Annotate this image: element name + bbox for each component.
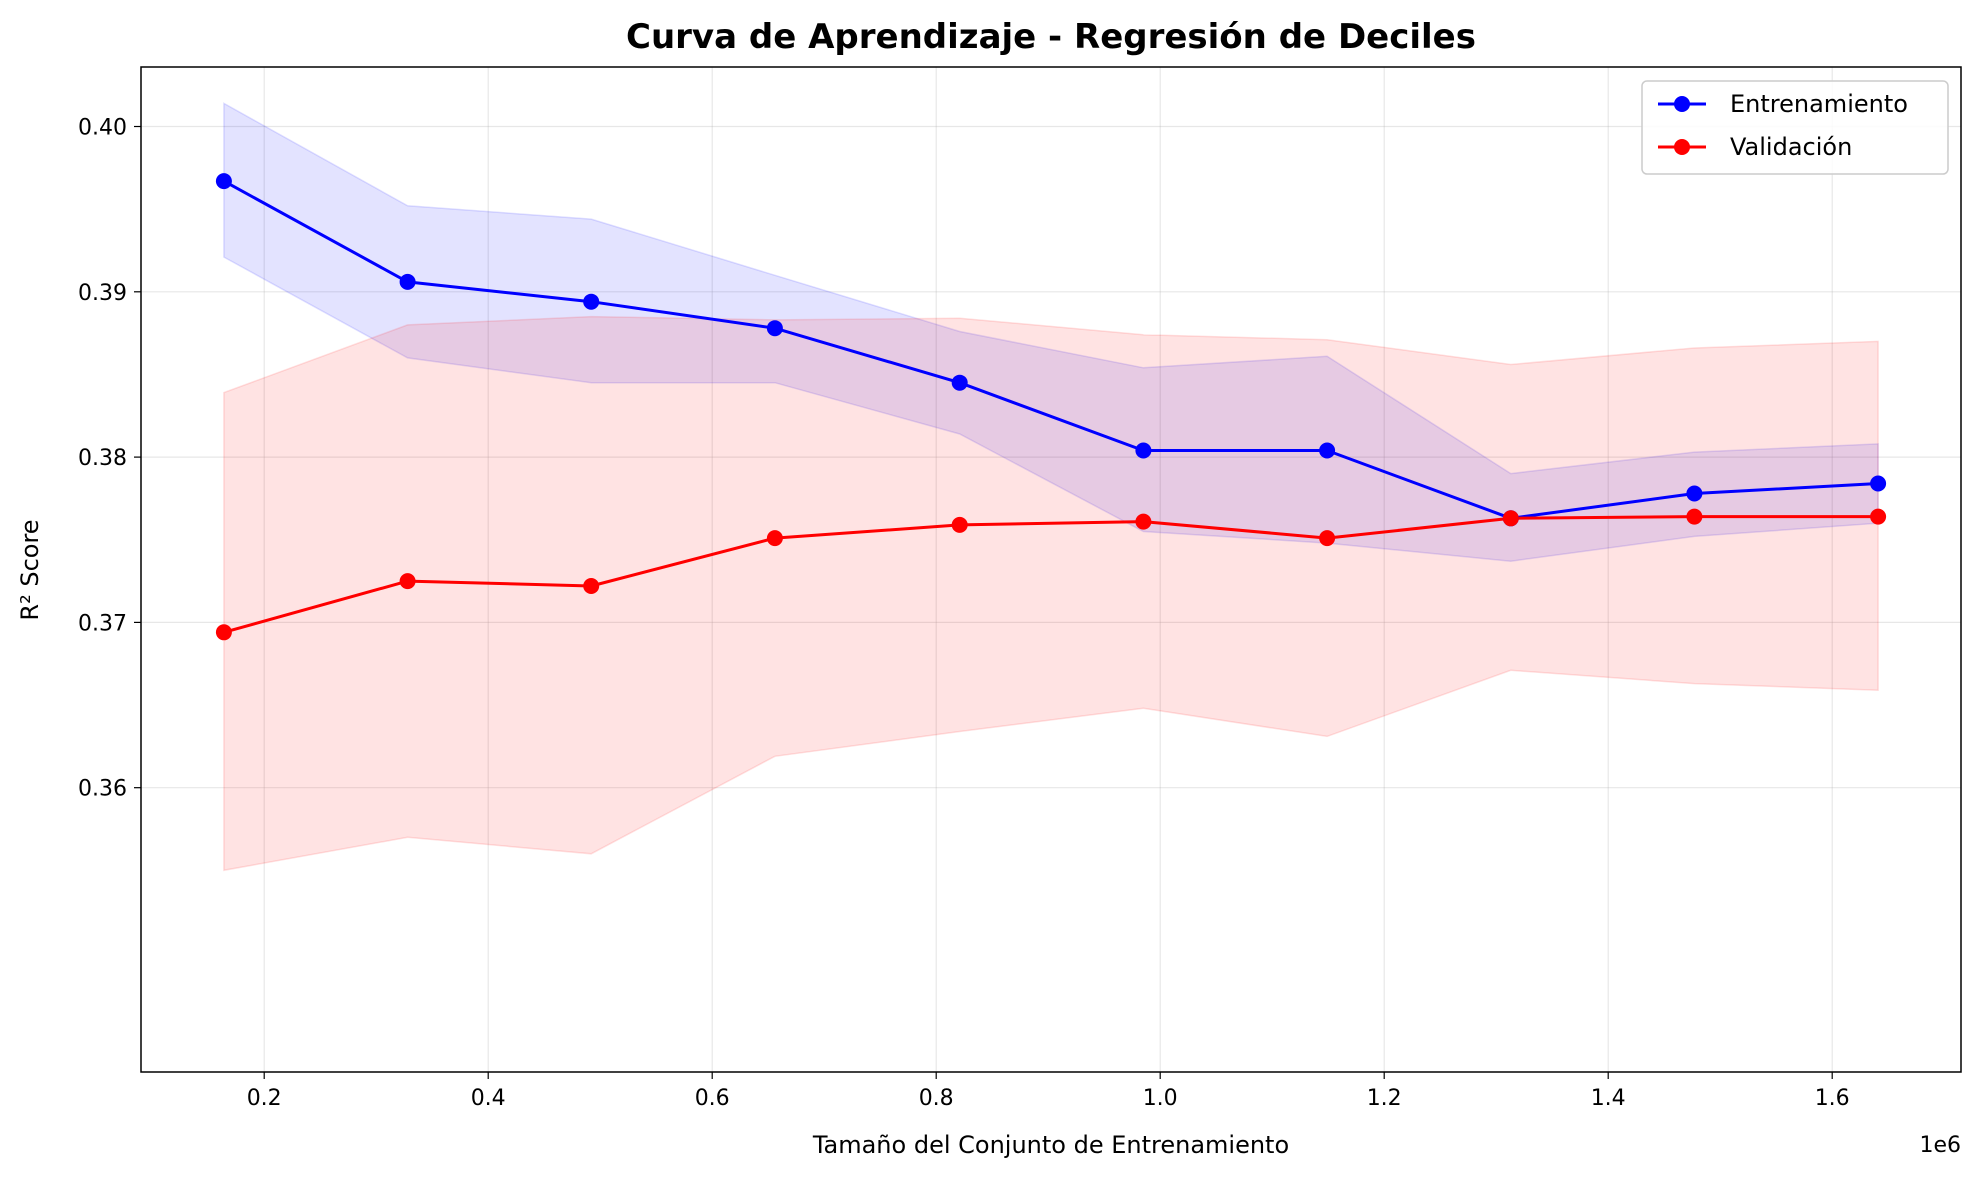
- x-tick-label: 1.0: [1143, 1086, 1178, 1111]
- legend-marker-entrenamiento: [1674, 96, 1690, 112]
- legend-label-validacion: Validación: [1730, 133, 1852, 161]
- point-entrenamiento: [399, 273, 416, 290]
- series-points: [215, 173, 1887, 641]
- y-axis-label: R² Score: [16, 519, 44, 620]
- point-validacion: [1870, 508, 1887, 525]
- legend-box: [1641, 80, 1949, 175]
- x-tick-label: 0.2: [247, 1086, 282, 1111]
- point-validacion: [766, 530, 783, 547]
- chart-title: Curva de Aprendizaje - Regresión de Deci…: [626, 17, 1476, 57]
- series-lines: [223, 179, 1879, 634]
- x-axis-offset-label: 1e6: [1919, 1133, 1961, 1158]
- y-tick-label: 0.40: [78, 116, 127, 141]
- point-validacion: [1135, 513, 1152, 530]
- point-validacion: [1686, 508, 1703, 525]
- x-tick-label: 0.4: [471, 1086, 506, 1111]
- plot-frame: [140, 66, 1962, 1073]
- legend: Entrenamiento Validación: [1641, 80, 1949, 175]
- x-tick-label: 0.6: [695, 1086, 730, 1111]
- point-entrenamiento: [215, 173, 232, 190]
- axis-ticks: 0.2 0.4 0.6 0.8 1.0 1.2 1.4 1.6 0.36 0.37 0.38 0.39…: [78, 116, 1850, 1111]
- point-entrenamiento: [951, 374, 968, 391]
- legend-marker-validacion: [1674, 139, 1690, 155]
- band-validacion: [223, 315, 1879, 872]
- point-validacion: [951, 516, 968, 533]
- x-tick-label: 1.6: [1815, 1086, 1850, 1111]
- point-validacion: [583, 578, 600, 594]
- point-entrenamiento: [1686, 485, 1703, 502]
- point-entrenamiento: [1319, 442, 1336, 459]
- point-entrenamiento: [583, 293, 600, 310]
- y-tick-label: 0.38: [78, 446, 127, 471]
- x-tick-label: 0.8: [919, 1086, 954, 1111]
- point-entrenamiento: [766, 320, 783, 337]
- point-validacion: [1502, 510, 1519, 527]
- y-tick-label: 0.37: [78, 611, 127, 636]
- x-tick-label: 1.2: [1367, 1086, 1402, 1111]
- grid: [141, 67, 1961, 1072]
- point-entrenamiento: [1870, 475, 1887, 492]
- x-tick-label: 1.4: [1591, 1086, 1626, 1111]
- x-axis-label: Tamaño del Conjunto de Entrenamiento: [812, 1131, 1289, 1159]
- legend-label-entrenamiento: Entrenamiento: [1730, 90, 1908, 118]
- y-tick-label: 0.39: [78, 281, 127, 306]
- y-tick-label: 0.36: [78, 777, 127, 802]
- line-entrenamiento: [223, 179, 1879, 520]
- point-entrenamiento: [1135, 442, 1152, 459]
- point-validacion: [1319, 530, 1336, 547]
- point-validacion: [215, 624, 232, 641]
- point-validacion: [399, 573, 416, 590]
- line-validacion: [223, 515, 1879, 634]
